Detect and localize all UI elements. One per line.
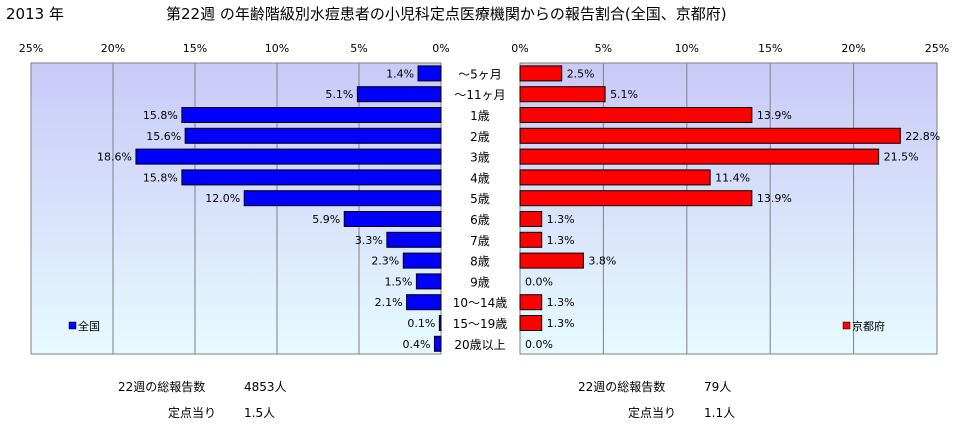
right-data-label: 2.5% [567, 67, 595, 80]
category-label: 2歳 [470, 130, 490, 144]
category-label: 〜11ヶ月 [454, 88, 505, 102]
left-bar [433, 335, 442, 352]
right-data-label: 13.9% [757, 192, 792, 205]
left-tick-label: 0% [432, 42, 449, 55]
right-tick-label: 25% [925, 42, 949, 55]
left-tick-label: 15% [183, 42, 207, 55]
right-bar [519, 107, 753, 123]
category-label: 1歳 [470, 109, 490, 123]
right-tick-label: 0% [511, 42, 528, 55]
right-tick-label: 20% [841, 42, 865, 55]
right-data-label: 22.8% [905, 130, 940, 143]
left-bar [406, 294, 442, 311]
right-data-label: 0.0% [525, 338, 553, 351]
right-tick-label: 10% [675, 42, 699, 55]
right-per-value: 1.1人 [704, 406, 736, 420]
left-data-label: 15.8% [143, 109, 178, 122]
left-bar [438, 315, 442, 331]
category-label: 3歳 [470, 151, 490, 165]
left-tick-label: 10% [265, 42, 289, 55]
left-data-label: 2.3% [371, 255, 399, 268]
left-bar [181, 107, 442, 123]
right-data-label: 13.9% [757, 109, 792, 122]
year-label: 2013 年 [6, 5, 64, 23]
right-data-label: 0.0% [525, 275, 553, 288]
left-data-label: 1.4% [386, 67, 414, 80]
category-label: 10〜14歳 [453, 296, 508, 310]
left-per-label: 定点当り [168, 406, 217, 420]
left-total-value: 4853人 [244, 380, 287, 394]
left-data-label: 0.1% [407, 317, 435, 330]
category-label: 〜5ヶ月 [458, 67, 502, 81]
category-label: 20歳以上 [454, 338, 505, 352]
right-data-label: 1.3% [547, 296, 575, 309]
right-bar [519, 190, 753, 207]
right-per-label: 定点当り [628, 406, 677, 420]
left-data-label: 0.4% [402, 338, 430, 351]
category-label: 6歳 [470, 213, 490, 227]
left-bar [181, 169, 442, 186]
left-data-label: 12.0% [205, 192, 240, 205]
left-plot-area [30, 62, 442, 355]
right-total-label: 22週の総報告数 [578, 380, 666, 394]
right-bar [519, 231, 543, 248]
category-label: 8歳 [470, 255, 490, 269]
right-data-label: 1.3% [547, 317, 575, 330]
right-bar [519, 65, 563, 82]
left-tick-label: 5% [350, 42, 367, 55]
category-label: 7歳 [470, 234, 490, 248]
left-bar [415, 273, 442, 290]
category-label: 4歳 [470, 171, 490, 185]
left-data-label: 18.6% [97, 151, 132, 164]
left-data-label: 3.3% [355, 234, 383, 247]
right-data-label: 21.5% [884, 151, 919, 164]
legend-swatch-left [68, 321, 77, 330]
right-data-label: 1.3% [547, 213, 575, 226]
left-bar [135, 148, 442, 165]
left-data-label: 15.6% [146, 130, 181, 143]
left-bar [184, 127, 442, 144]
right-bar [519, 211, 543, 227]
right-plot-area [519, 62, 938, 355]
category-label: 5歳 [470, 192, 490, 206]
left-data-label: 15.8% [143, 171, 178, 184]
right-bar [519, 315, 543, 331]
left-data-label: 5.1% [325, 88, 353, 101]
category-label: 9歳 [470, 275, 490, 289]
left-bar [343, 211, 442, 227]
legend-swatch-right [842, 321, 851, 330]
left-tick-label: 20% [101, 42, 125, 55]
left-bar [243, 190, 442, 207]
right-data-label: 1.3% [547, 234, 575, 247]
left-total-label: 22週の総報告数 [118, 380, 206, 394]
left-per-value: 1.5人 [244, 406, 276, 420]
legend-label-right: 京都府 [852, 319, 885, 333]
left-tick-label: 25% [19, 42, 43, 55]
right-bar [519, 86, 606, 103]
left-bar [386, 231, 442, 248]
chart-title: 第22週 の年齢階級別水痘患者の小児科定点医療機関からの報告割合(全国、京都府) [166, 5, 727, 23]
right-data-label: 11.4% [715, 171, 750, 184]
right-bar [519, 252, 584, 269]
right-data-label: 5.1% [610, 88, 638, 101]
left-bar [402, 252, 442, 269]
category-label: 15〜19歳 [453, 317, 508, 331]
right-total-value: 79人 [704, 380, 732, 394]
left-bar [356, 86, 442, 103]
right-data-label: 3.8% [588, 255, 616, 268]
right-bar [519, 294, 543, 311]
left-data-label: 2.1% [375, 296, 403, 309]
left-data-label: 1.5% [384, 275, 412, 288]
left-data-label: 5.9% [312, 213, 340, 226]
right-bar [519, 127, 901, 144]
left-bar [417, 65, 442, 82]
right-tick-label: 5% [595, 42, 612, 55]
right-bar [519, 148, 880, 165]
right-bar [519, 169, 711, 186]
legend-label-left: 全国 [78, 319, 100, 333]
right-tick-label: 15% [758, 42, 782, 55]
